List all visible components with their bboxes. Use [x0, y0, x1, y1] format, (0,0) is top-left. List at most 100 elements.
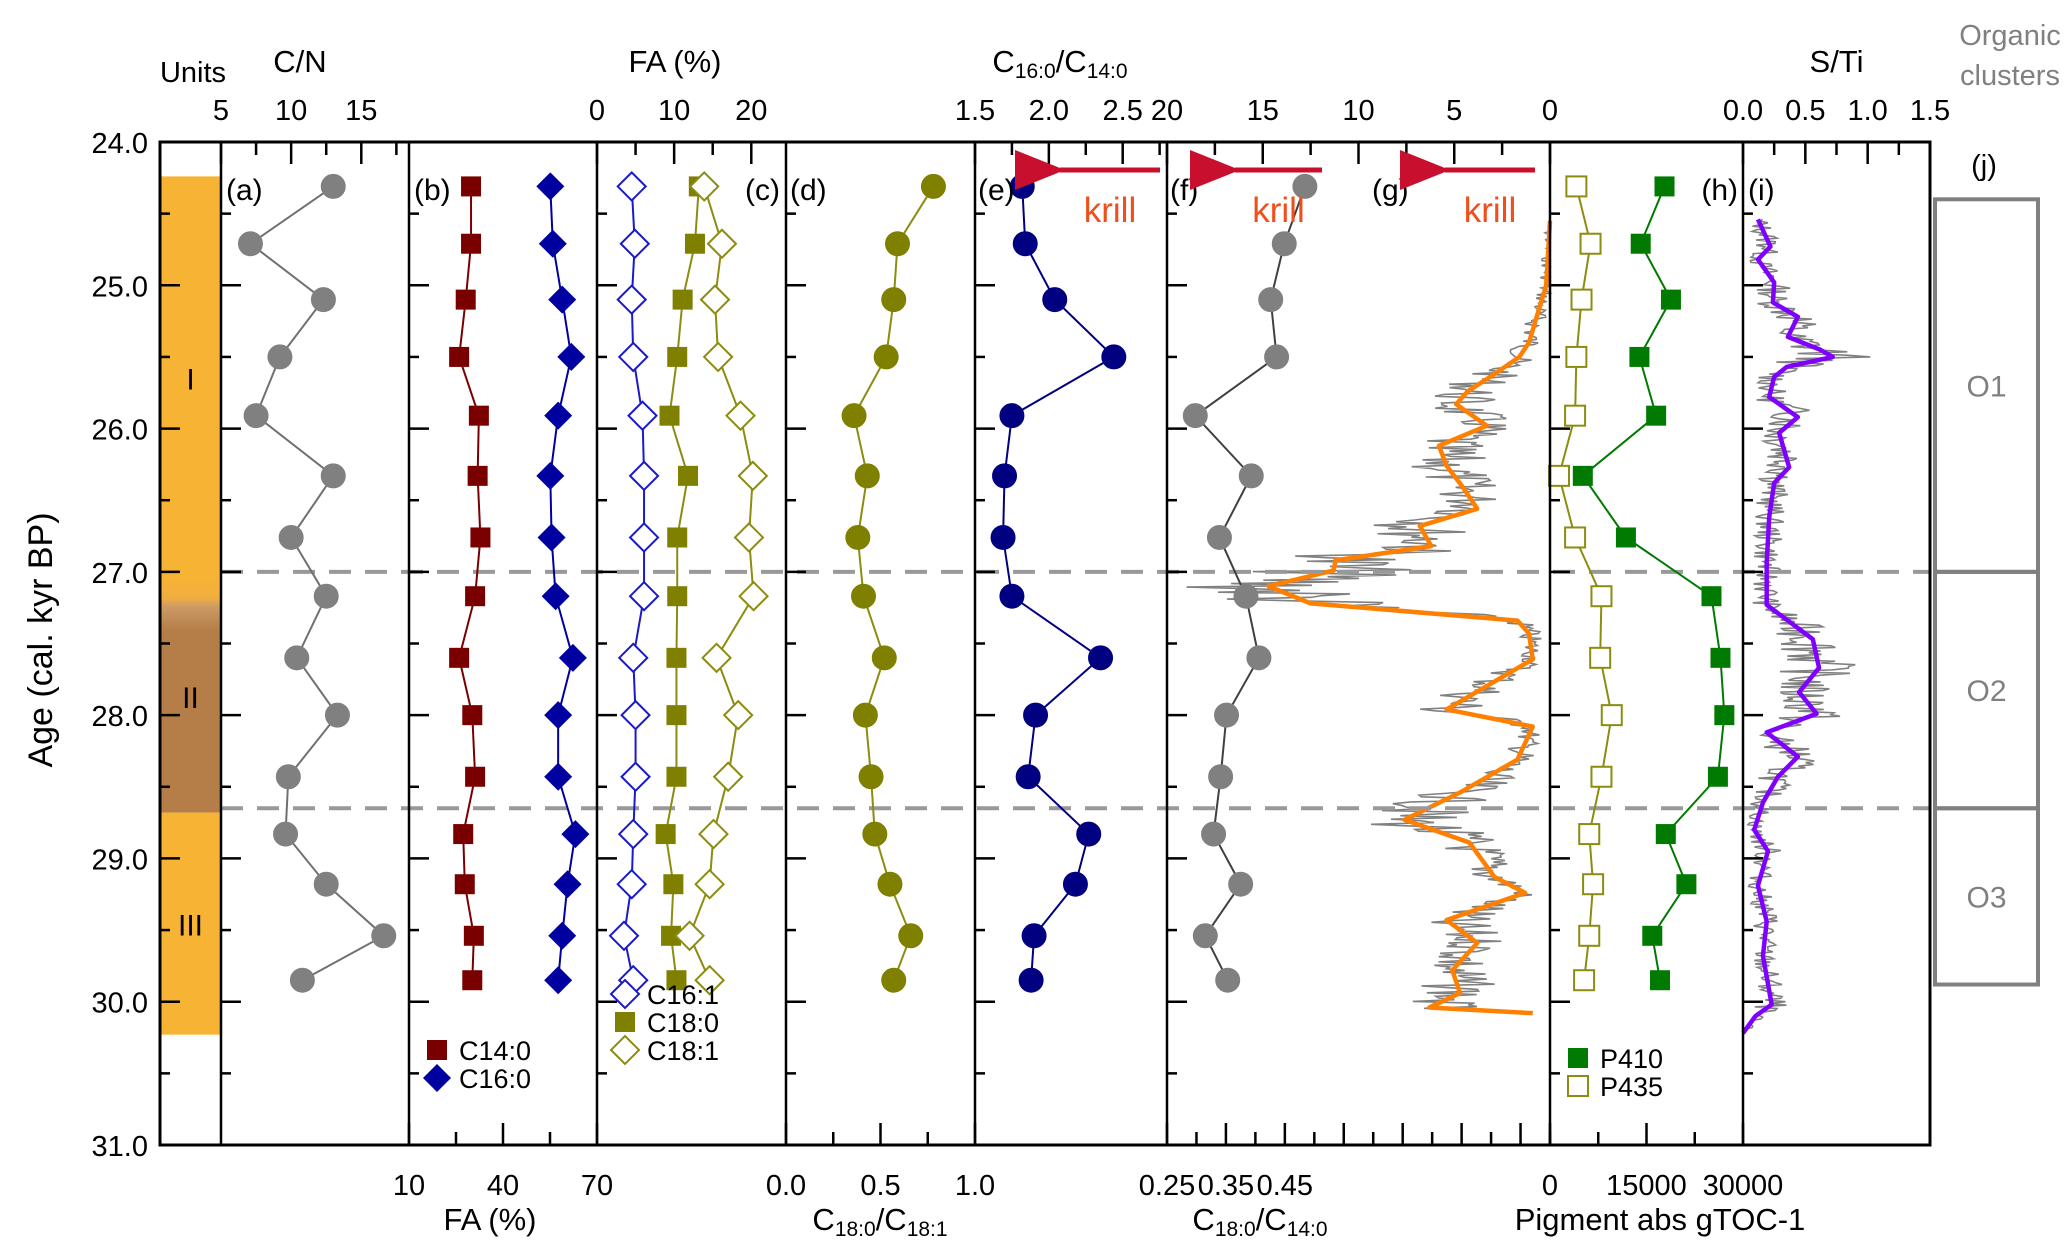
data-point: [701, 642, 732, 674]
x-tick-label: 15000: [1606, 1170, 1687, 1202]
data-point: [617, 341, 649, 373]
data-point: [1676, 874, 1697, 895]
data-point: [461, 233, 482, 254]
legend-label: C14:0: [459, 1036, 531, 1066]
x-tick-label: 10: [275, 95, 307, 127]
x-tick-label: 2.0: [1029, 95, 1069, 127]
data-point: [694, 868, 726, 900]
data-point: [449, 647, 470, 668]
data-point: [462, 705, 483, 726]
x-tick-label: 5: [213, 95, 229, 127]
data-point: [1062, 871, 1088, 897]
data-point: [616, 171, 648, 202]
data-point: [1076, 821, 1102, 847]
data-point: [1564, 404, 1587, 427]
data-point: [1564, 526, 1587, 549]
data-point: [1182, 403, 1208, 429]
data-point: [455, 289, 476, 310]
data-point: [678, 465, 699, 486]
krill-label: krill: [1464, 191, 1516, 230]
data-point: [1615, 527, 1636, 548]
panel-i-top-title: S/Ti: [1810, 44, 1864, 79]
x-tick-label: 0: [1542, 95, 1558, 127]
panel-a-top-title: C/N: [273, 44, 326, 79]
data-series: [237, 171, 1735, 996]
data-point: [655, 824, 676, 845]
unit-II-band: [160, 579, 221, 813]
data-point: [558, 643, 587, 672]
data-point: [628, 580, 660, 612]
data-point: [920, 173, 946, 199]
unit-label: II: [182, 682, 199, 715]
x-tick-label: 30000: [1703, 1170, 1784, 1202]
legend-label: C18:0: [647, 1008, 719, 1038]
data-point: [548, 921, 577, 950]
x-tick-label: 0: [589, 95, 605, 127]
data-point: [666, 647, 687, 668]
data-point: [1707, 766, 1728, 787]
data-point: [1565, 345, 1588, 368]
data-point: [465, 586, 486, 607]
legend-marker: [1567, 1075, 1589, 1097]
data-point: [666, 970, 687, 991]
data-point: [608, 920, 640, 952]
data-point: [702, 341, 734, 373]
data-point: [699, 284, 731, 316]
x-tick-label: 0.5: [860, 1170, 900, 1202]
x-tick-label: 10: [1342, 95, 1374, 127]
clusters-title-line-2: clusters: [1960, 60, 2060, 92]
title-part: 16:0: [1015, 60, 1056, 83]
x-tick-label: 1.5: [955, 95, 995, 127]
panel-tag-i: (i): [1748, 174, 1775, 207]
continuous-traces: [1186, 218, 1871, 1035]
series-C18:0/C18:1: [841, 173, 946, 993]
legend-marker: [615, 1012, 635, 1032]
series-line: [1581, 186, 1726, 981]
data-point: [1018, 967, 1044, 993]
data-point: [1023, 702, 1049, 728]
data-point: [275, 764, 301, 790]
data-point: [454, 874, 475, 895]
data-point: [1714, 705, 1735, 726]
data-point: [1590, 765, 1613, 788]
data-point: [725, 400, 756, 432]
data-point: [1629, 346, 1650, 367]
data-point: [661, 925, 682, 946]
data-point: [845, 524, 871, 550]
data-point: [544, 701, 573, 730]
data-point: [1573, 969, 1596, 992]
legend-item: P435: [1567, 1072, 1663, 1102]
raw-trace-g: [1186, 220, 1553, 1013]
data-point: [557, 342, 586, 371]
data-point: [628, 522, 660, 553]
data-point: [862, 821, 888, 847]
data-point: [712, 761, 744, 793]
data-point: [544, 762, 573, 791]
data-point: [468, 405, 489, 426]
data-point: [666, 766, 687, 787]
x-tick-label: 10: [393, 1170, 425, 1202]
panel-f-bottom-title: C18:0/C14:0: [1192, 1202, 1327, 1241]
y-tick-label: 28.0: [92, 701, 148, 733]
data-point: [284, 645, 310, 671]
panel-tag-h: (h): [1701, 174, 1738, 207]
series-C14:0: [449, 176, 491, 991]
panel-tag-b: (b): [414, 174, 451, 207]
legend-item: C18:1: [609, 1034, 719, 1066]
data-point: [617, 642, 649, 674]
data-point: [561, 820, 590, 849]
data-point: [1710, 647, 1731, 668]
data-point: [267, 344, 293, 370]
legend-item: C16:1: [609, 978, 719, 1010]
data-point: [1590, 585, 1613, 608]
series-C16:0/C14:0: [990, 173, 1127, 993]
krill-label: krill: [1084, 191, 1136, 230]
title-part: C: [812, 1202, 834, 1237]
data-point: [1646, 405, 1667, 426]
data-point: [688, 171, 720, 202]
x-tick-label: 0.35: [1198, 1170, 1254, 1202]
data-point: [990, 524, 1016, 550]
data-point: [616, 284, 648, 316]
data-point: [1578, 924, 1601, 947]
data-point: [873, 344, 899, 370]
